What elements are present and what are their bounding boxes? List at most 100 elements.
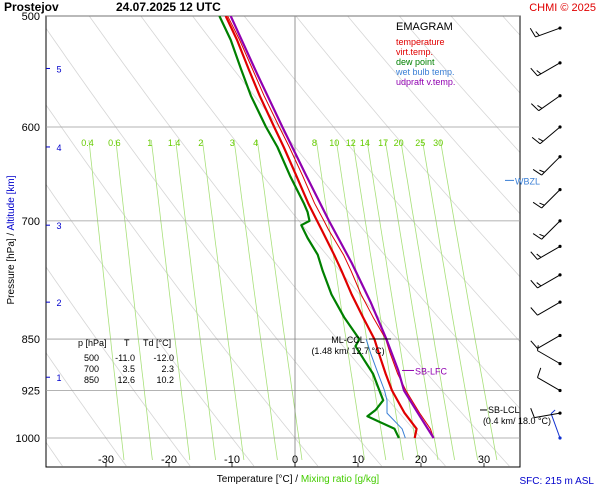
dry-adiabat-line bbox=[502, 16, 520, 36]
series-line-temperature bbox=[224, 16, 418, 439]
table-header-dewpoint: Td [°C] bbox=[143, 338, 171, 348]
mixing-ratio-line bbox=[335, 139, 387, 461]
table-header-temp: T bbox=[124, 338, 130, 348]
sb-lfc-label: SB-LFC bbox=[415, 366, 448, 376]
temp-tick-label: 20 bbox=[415, 454, 427, 466]
dry-adiabat-line bbox=[46, 104, 319, 467]
legend-entry-temperature: temperature bbox=[396, 37, 445, 47]
altitude-tick-label: 4 bbox=[56, 143, 61, 153]
mixing-ratio-label: 20 bbox=[394, 138, 404, 148]
wind-barb bbox=[532, 188, 562, 209]
dry-adiabat-line bbox=[46, 266, 191, 467]
y-axis-label: Pressure [hPa] / Altitude [km] bbox=[6, 175, 17, 304]
wind-barb bbox=[530, 300, 562, 316]
wind-barb bbox=[530, 61, 562, 77]
wind-barb bbox=[530, 333, 562, 349]
mixing-ratio-label: 17 bbox=[378, 138, 388, 148]
mixing-ratio-label: 25 bbox=[415, 138, 425, 148]
temp-tick-label: -30 bbox=[98, 454, 114, 466]
wind-barb bbox=[532, 219, 562, 240]
credit-label: CHMI © 2025 bbox=[529, 2, 596, 14]
pressure-tick-label: 925 bbox=[22, 386, 40, 398]
mixing-ratio-label: 1.4 bbox=[168, 138, 181, 148]
mixing-ratio-line bbox=[256, 139, 303, 461]
mixing-ratio-label: 3 bbox=[230, 138, 235, 148]
legend-entry-virt-temp: virt.temp. bbox=[396, 47, 433, 57]
table-cell: 850 bbox=[84, 375, 99, 385]
pressure-tick-label: 500 bbox=[22, 11, 40, 23]
temp-tick-label: 30 bbox=[478, 454, 490, 466]
pressure-tick-label: 700 bbox=[22, 216, 40, 228]
mixing-ratio-line bbox=[150, 139, 191, 461]
table-cell: 500 bbox=[84, 353, 99, 363]
table-cell: 3.5 bbox=[122, 364, 135, 374]
legend-entry-updraft: udpraft v.temp. bbox=[396, 77, 455, 87]
mixing-ratio-line bbox=[400, 139, 455, 461]
dry-adiabat-line bbox=[347, 16, 520, 215]
ml-ccl-label: ML-CCL bbox=[331, 335, 365, 345]
mixing-ratio-line bbox=[352, 139, 404, 461]
mixing-ratio-label: 4 bbox=[253, 138, 258, 148]
pressure-tick-label: 600 bbox=[22, 122, 40, 134]
table-cell: -12.0 bbox=[153, 353, 174, 363]
mixing-ratio-line bbox=[366, 139, 419, 461]
mixing-ratio-line bbox=[175, 139, 216, 461]
sb-lcl-values: (0.4 km/ 18.0 °C) bbox=[483, 416, 551, 426]
legend: EMAGRAM temperature virt.temp. dew point… bbox=[395, 21, 455, 87]
mixing-ratio-line bbox=[439, 139, 498, 461]
wind-barb bbox=[536, 345, 562, 366]
legend-entry-wet-bulb: wet bulb temp. bbox=[395, 67, 455, 77]
table-cell: -11.0 bbox=[115, 353, 135, 363]
altitude-tick-label: 3 bbox=[56, 221, 61, 231]
dry-adiabat-line bbox=[46, 27, 382, 467]
surface-elevation: SFC: 215 m ASL bbox=[520, 476, 595, 487]
mixing-ratio-label: 0.6 bbox=[108, 138, 121, 148]
table-cell: 10.2 bbox=[156, 375, 174, 385]
table-cell: 700 bbox=[84, 364, 99, 374]
observation-datetime: 24.07.2025 12 UTC bbox=[116, 0, 221, 14]
series-line-dew-point bbox=[218, 16, 400, 439]
dry-adiabat-line bbox=[46, 352, 127, 467]
mixing-ratio-label: 30 bbox=[433, 138, 443, 148]
wind-barb bbox=[530, 244, 562, 260]
wind-barb bbox=[532, 155, 562, 176]
pressure-tick-label: 1000 bbox=[16, 433, 40, 445]
mixing-ratio-label: 2 bbox=[198, 138, 203, 148]
dry-adiabat-line bbox=[192, 16, 520, 410]
table-cell: 2.3 bbox=[161, 364, 174, 374]
wbzl-label: WBZL bbox=[515, 176, 540, 186]
mixing-ratio-label: 14 bbox=[360, 138, 370, 148]
mixing-ratio-label: 1 bbox=[147, 138, 152, 148]
legend-title: EMAGRAM bbox=[396, 21, 453, 33]
series-line-udpraft-v-temp bbox=[229, 16, 435, 439]
mixing-ratio-label: 12 bbox=[346, 138, 356, 148]
temp-tick-label: -10 bbox=[224, 454, 240, 466]
mixing-ratio-line bbox=[315, 139, 365, 461]
mixing-ratio-line bbox=[422, 139, 479, 461]
values-table: p [hPa] T Td [°C] 500 -11.0 -12.0 700 3.… bbox=[78, 338, 174, 385]
temp-tick-label: 0 bbox=[292, 454, 298, 466]
wind-barb bbox=[530, 407, 562, 419]
mixing-ratio-line bbox=[202, 139, 245, 461]
table-cell: 12.6 bbox=[117, 375, 135, 385]
dry-adiabat-line bbox=[398, 16, 520, 154]
wind-barb bbox=[537, 367, 562, 393]
wind-barb bbox=[531, 125, 562, 145]
dry-adiabat-line bbox=[554, 16, 600, 466]
dry-adiabat-line bbox=[450, 16, 520, 94]
mixing-ratio-line bbox=[115, 139, 153, 461]
altitude-tick-label: 1 bbox=[56, 373, 61, 383]
mixing-ratio-line bbox=[384, 139, 439, 461]
pressure-tick-label: 850 bbox=[22, 334, 40, 346]
dry-adiabat-line bbox=[243, 16, 520, 343]
wind-barb bbox=[530, 94, 562, 112]
wind-barb bbox=[530, 273, 562, 289]
mixing-ratio-line bbox=[233, 139, 278, 461]
wind-barb bbox=[529, 26, 562, 38]
station-name: Prostejov bbox=[4, 0, 59, 14]
series-line-wet-bulb-temp bbox=[365, 338, 406, 439]
table-header-pressure: p [hPa] bbox=[78, 338, 107, 348]
mixing-ratio-label: 10 bbox=[329, 138, 339, 148]
wind-barb bbox=[550, 409, 562, 440]
